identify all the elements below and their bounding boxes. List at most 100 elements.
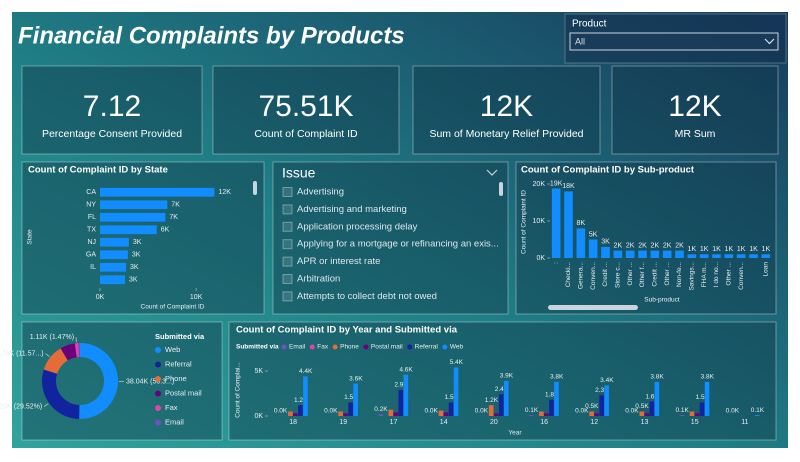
data-label: 1.6K — [645, 393, 659, 400]
donut-slice — [74, 343, 79, 358]
bar — [694, 413, 700, 416]
issue-item: APR or interest rate — [297, 256, 380, 267]
category-label: Checki... — [565, 262, 572, 287]
category-label: Other ... — [664, 262, 671, 286]
bar — [393, 412, 399, 416]
bar — [493, 413, 499, 416]
y-tick-label: 5K — [254, 368, 263, 375]
bar — [601, 246, 610, 258]
legend-label: Web — [450, 344, 464, 351]
bar — [388, 409, 394, 416]
issue-chevron — [486, 169, 498, 176]
slicer-label: Product — [572, 19, 607, 30]
bar — [378, 414, 384, 416]
bar — [594, 413, 599, 416]
data-label: 12K — [218, 189, 231, 196]
bar — [353, 383, 358, 416]
chart-title: Count of Complaint ID by Year and Submit… — [236, 325, 458, 336]
issue-item: Arbitration — [297, 274, 340, 285]
data-label: 1K — [700, 246, 709, 253]
state-chart-panel — [21, 161, 265, 315]
category-label: Non-fe... — [676, 262, 683, 287]
legend-label: Referral — [165, 359, 192, 368]
checkbox[interactable] — [282, 274, 293, 284]
category-label: Other ... — [726, 262, 733, 286]
slicer-dropdown[interactable] — [569, 32, 779, 51]
x-tick-label: 15 — [691, 419, 699, 426]
data-label: 1.2K — [485, 397, 499, 404]
donut-slice — [79, 343, 119, 420]
legend-marker — [155, 376, 161, 382]
legend-marker — [442, 344, 448, 350]
x-tick-label: 0K — [96, 294, 105, 301]
data-label: 19K — [550, 180, 563, 187]
issue-item: Advertising — [297, 187, 344, 198]
category-label: Loan — [763, 262, 770, 277]
category-label: CA — [86, 189, 96, 196]
data-label: 2K — [651, 242, 660, 249]
dropdown-chevron — [764, 38, 775, 45]
bar — [303, 376, 308, 416]
data-label: 3.8K — [701, 374, 715, 381]
bar — [438, 410, 444, 416]
data-label: 2K — [638, 242, 647, 249]
kpi-card — [611, 65, 779, 155]
bar — [589, 411, 594, 416]
checkbox[interactable] — [282, 239, 293, 250]
x-tick-label: 19 — [339, 419, 347, 426]
category-label: GA — [86, 252, 96, 259]
data-label: 7K — [169, 214, 178, 221]
bar — [488, 405, 494, 416]
legend-title: Submitted via — [236, 344, 279, 351]
bar — [338, 411, 343, 416]
data-label: 0.5K — [585, 403, 599, 410]
bar — [100, 200, 168, 210]
data-label: 22.29K (29.52%) — [0, 403, 42, 410]
category-label: Store c... — [615, 262, 622, 288]
category-label: Savings... — [689, 262, 696, 291]
legend-title: Submitted via — [155, 332, 205, 341]
bar — [529, 415, 534, 416]
data-label: 5K — [589, 231, 598, 238]
bar — [100, 262, 126, 272]
data-label: 4.4K — [299, 368, 313, 375]
bar — [679, 415, 685, 416]
checkbox[interactable] — [282, 291, 293, 302]
legend-label: Email — [165, 417, 184, 426]
checkbox[interactable] — [282, 221, 293, 232]
x-tick-label: 16 — [540, 419, 548, 426]
checkbox[interactable] — [282, 204, 293, 215]
chart-title: Count of Complaint ID by Sub-product — [521, 165, 695, 176]
bar — [443, 412, 449, 416]
issue-scrollbar[interactable] — [499, 182, 503, 196]
data-label: 1.11K (1.47%) — [30, 334, 74, 341]
issue-title: Issue — [282, 165, 316, 181]
legend-marker — [309, 344, 315, 350]
kpi-card — [212, 65, 400, 155]
bar — [503, 380, 509, 416]
kpi-value: 75.51K — [258, 90, 353, 123]
bar — [724, 254, 734, 258]
data-label: 3K — [601, 239, 610, 246]
bar — [588, 239, 598, 258]
bar — [100, 225, 157, 235]
legend-label: Referral — [415, 344, 439, 351]
bar — [100, 250, 128, 260]
checkbox[interactable] — [282, 256, 293, 267]
issue-panel — [272, 161, 509, 315]
state-scrollbar[interactable] — [253, 181, 257, 195]
data-label: 2K — [614, 242, 623, 249]
data-label: 0.2K — [374, 406, 388, 413]
data-label: 3.6K — [349, 375, 363, 382]
legend-marker — [155, 361, 161, 368]
bar — [293, 413, 298, 416]
data-label: 0.1K — [675, 407, 689, 414]
bar — [649, 401, 655, 416]
y-tick-label: 0K — [536, 255, 545, 262]
checkbox[interactable] — [282, 187, 293, 197]
data-label: 6K — [161, 227, 170, 234]
y-axis-label: State — [27, 229, 34, 245]
bar — [100, 212, 166, 222]
bar — [398, 389, 404, 416]
subproduct-scrollbar[interactable] — [548, 305, 638, 310]
